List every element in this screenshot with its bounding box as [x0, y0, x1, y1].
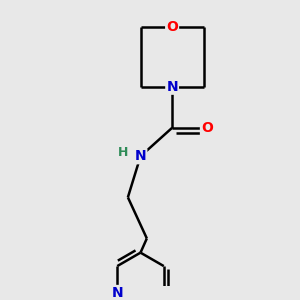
Text: N: N — [166, 80, 178, 94]
Text: H: H — [118, 146, 128, 159]
Text: N: N — [111, 286, 123, 300]
Text: O: O — [166, 20, 178, 34]
Text: O: O — [201, 121, 213, 135]
Text: N: N — [135, 149, 146, 163]
